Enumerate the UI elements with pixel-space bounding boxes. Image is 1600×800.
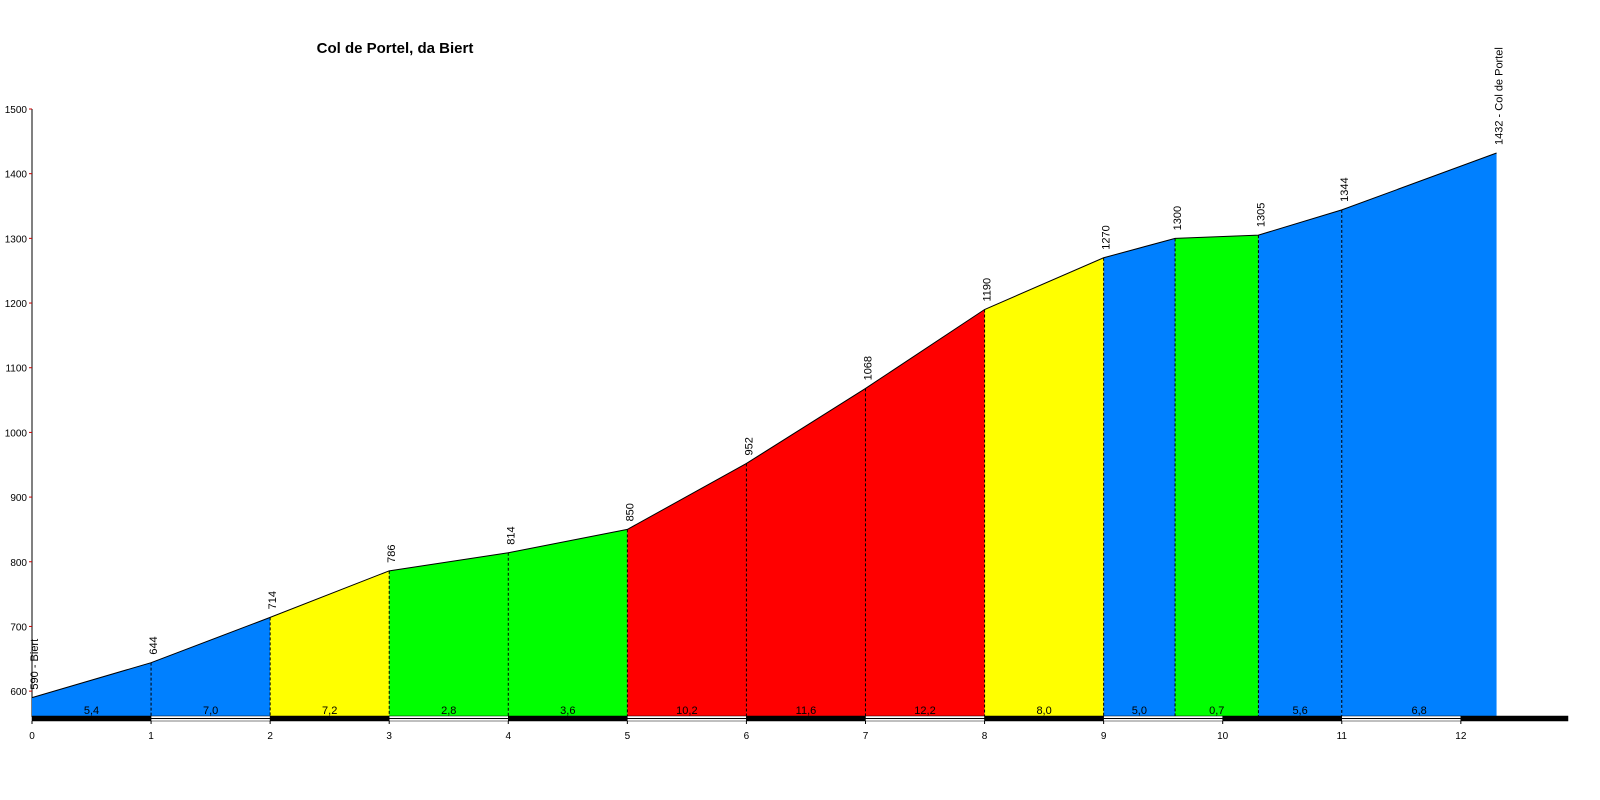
segment-area [1258,209,1342,717]
segment-gradient-label: 10,2 [676,705,697,717]
segment-area [151,617,271,717]
x-tick-label: 8 [982,731,988,742]
segment-area [1175,235,1259,717]
segment-gradient-label: 5,0 [1132,705,1147,717]
elevation-label: 1300 [1172,206,1184,230]
segment-area [984,257,1104,717]
segment-gradient-label: 12,2 [914,705,935,717]
segment-area [627,463,747,717]
x-tick-label: 11 [1337,731,1348,742]
y-tick-label: 1400 [5,170,28,181]
y-tick-label: 900 [10,493,27,504]
segment-area [508,529,628,717]
segment-gradient-label: 5,4 [84,705,99,717]
segment-gradient-label: 6,8 [1412,705,1427,717]
elevation-label: 786 [386,544,398,562]
y-tick-label: 1200 [5,299,28,310]
segment-area [1103,238,1176,718]
segment-area [1341,152,1497,717]
elevation-label: 1190 [982,278,994,302]
segment-area [270,570,390,717]
x-tick-label: 9 [1101,731,1107,742]
segment-gradient-label: 7,2 [322,705,337,717]
elevation-label: 952 [743,437,755,455]
y-tick-label: 1300 [5,234,28,245]
x-tick-label: 2 [267,731,273,742]
segment-gradient-label: 7,0 [203,705,218,717]
x-tick-label: 0 [29,731,35,742]
segment-area [389,552,509,717]
profile-line [31,152,1497,699]
segment-gradient-label: 8,0 [1036,705,1051,717]
elevation-label: 590 - Biert [29,639,41,690]
elevation-label: 814 [505,526,517,544]
y-tick-label: 800 [10,558,27,569]
x-tick-label: 4 [505,731,511,742]
segment-gradient-label: 5,6 [1292,705,1307,717]
x-tick-label: 7 [863,731,869,742]
elevation-label: 644 [148,636,160,654]
elevation-label: 1270 [1101,225,1113,249]
x-tick-label: 12 [1455,731,1467,742]
elevation-label: 714 [267,591,279,609]
segment-gradient-label: 11,6 [796,705,817,717]
y-tick-label: 1000 [5,428,28,439]
x-tick-label: 10 [1217,731,1229,742]
x-tick-label: 1 [148,731,154,742]
x-tick-label: 3 [386,731,392,742]
y-tick-label: 1500 [5,105,28,116]
elevation-label: 1068 [862,356,874,380]
y-tick-label: 1100 [5,364,27,375]
y-tick-label: 700 [10,622,27,633]
segment-gradient-label: 2,8 [441,705,456,717]
chart-title: Col de Portel, da Biert [317,40,474,57]
elevation-label: 1305 [1255,203,1267,227]
segment-area [865,309,985,717]
segment-area [32,662,152,717]
elevation-label: 1344 [1339,177,1351,201]
x-tick-label: 6 [744,731,750,742]
y-tick-label: 600 [10,687,27,698]
elevation-label: 1432 - Col de Portel [1494,47,1506,145]
segment-gradient-label: 3,6 [560,705,575,717]
segment-area [746,388,866,717]
segment-gradient-label: 0,7 [1209,705,1224,717]
elevation-label: 850 [624,503,636,521]
x-tick-label: 5 [625,731,631,742]
